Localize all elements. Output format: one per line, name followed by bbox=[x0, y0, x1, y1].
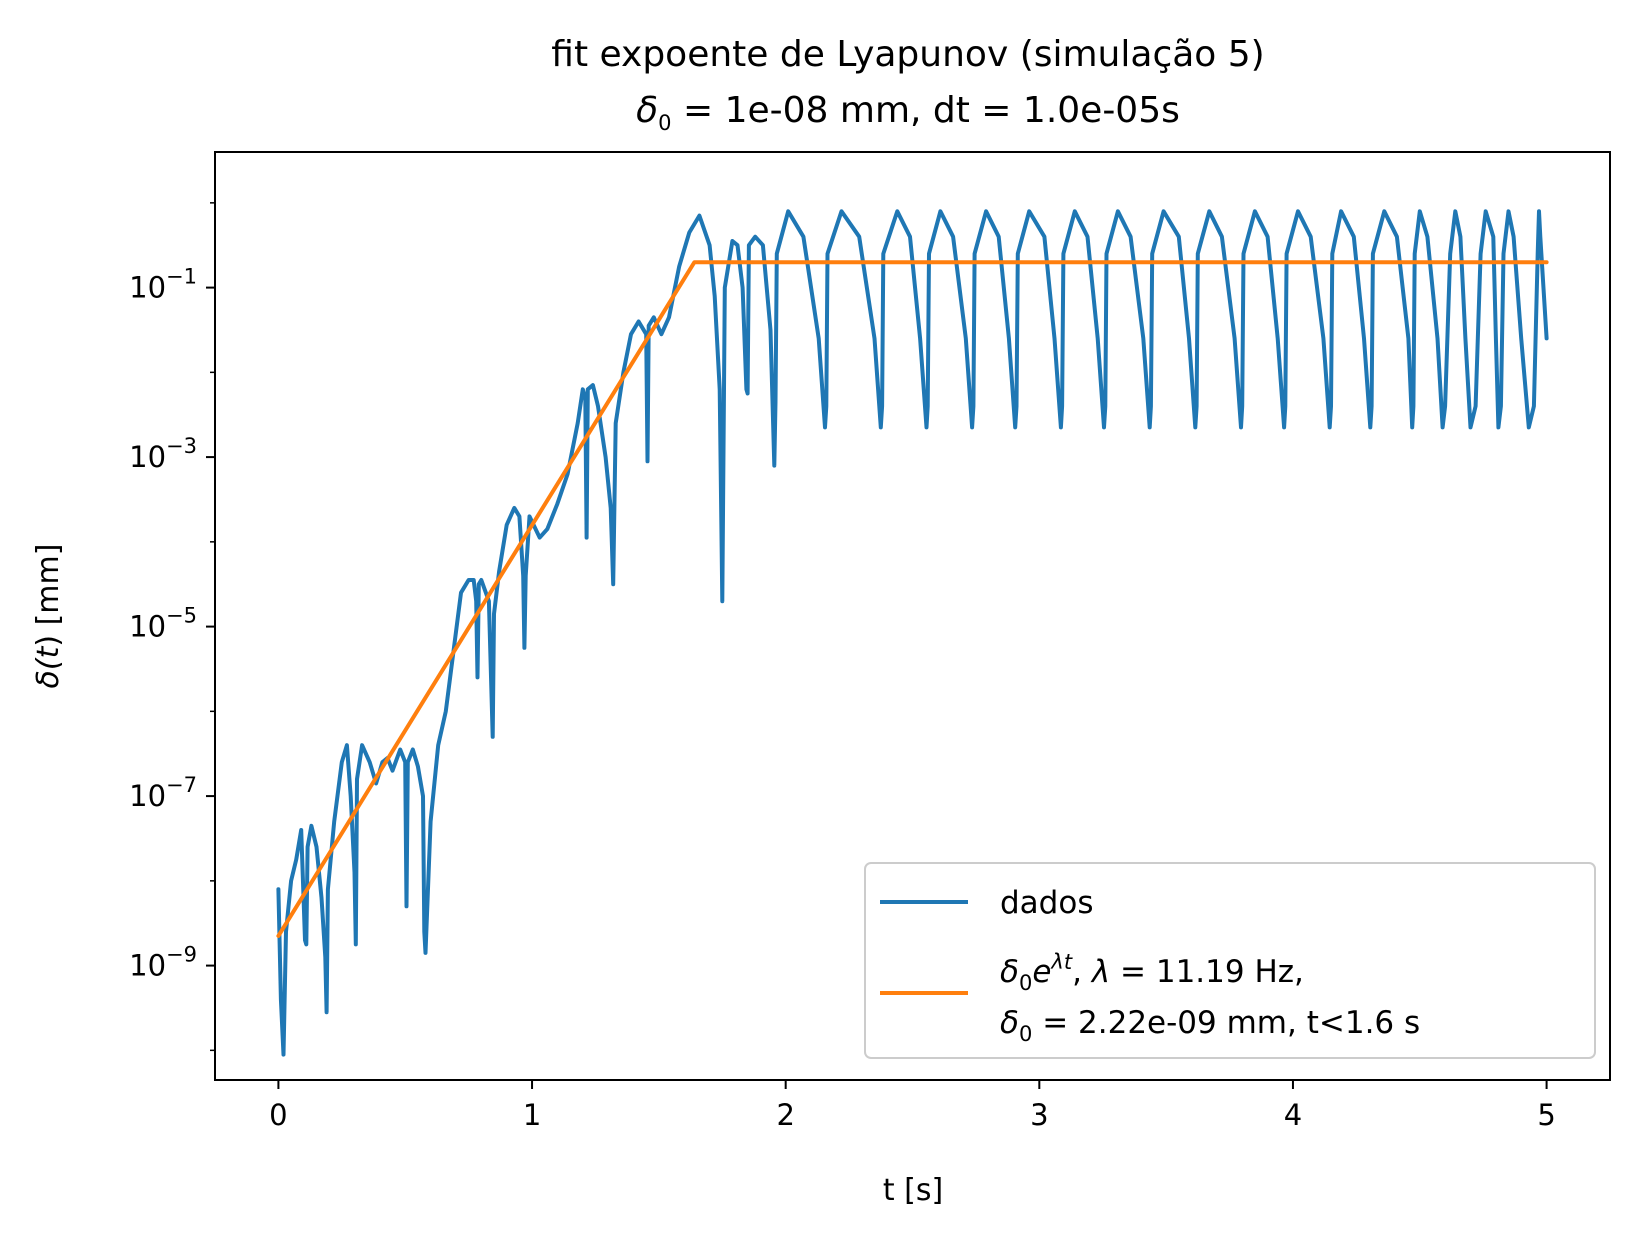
y-label-var: t bbox=[31, 645, 66, 658]
chart-title: fit expoente de Lyapunov (simulação 5) bbox=[551, 34, 1264, 75]
legend-box bbox=[864, 862, 1596, 1059]
y-tick-label: 10−9 bbox=[129, 943, 197, 983]
chart-subtitle: δ0 = 1e-08 mm, dt = 1.0e-05s bbox=[636, 90, 1180, 135]
x-axis: 0 1 2 3 4 5 bbox=[269, 1080, 1556, 1132]
legend: dados δ0eλt, λ = 11.19 Hz, δ0 = 2.22e-09… bbox=[864, 862, 1596, 1059]
legend-label-dados: dados bbox=[1000, 885, 1093, 921]
x-tick-label: 3 bbox=[1030, 1098, 1048, 1132]
subtitle-delta-sub: 0 bbox=[658, 111, 671, 135]
y-tick-label: 10−1 bbox=[129, 265, 197, 305]
plot-frame bbox=[214, 151, 1611, 1081]
y-tick-label: 10−7 bbox=[129, 773, 197, 813]
series-line-dados bbox=[276, 209, 1549, 1057]
y-axis-label: δ(t) [mm] bbox=[31, 544, 66, 689]
subtitle-delta: δ bbox=[636, 90, 658, 131]
legend-label-fit-line1: δ0eλt, λ = 11.19 Hz, bbox=[1000, 950, 1304, 995]
series-layer bbox=[276, 209, 1549, 1057]
legend-label-fit-line2: δ0 = 2.22e-09 mm, t<1.6 s bbox=[1000, 1005, 1420, 1046]
x-tick-label: 2 bbox=[776, 1098, 794, 1132]
x-axis-label: t [s] bbox=[883, 1173, 943, 1208]
x-tick-label: 5 bbox=[1537, 1098, 1555, 1132]
y-label-pre: δ( bbox=[31, 657, 66, 688]
series-line-fit bbox=[276, 260, 1549, 938]
subtitle-text: = 1e-08 mm, dt = 1.0e-05s bbox=[672, 90, 1180, 131]
y-axis: 10−9 10−7 10−5 10−3 10−1 bbox=[129, 202, 215, 1052]
x-tick-label: 1 bbox=[523, 1098, 541, 1132]
chart-title-block: fit expoente de Lyapunov (simulação 5) δ… bbox=[551, 34, 1264, 135]
x-tick-label: 0 bbox=[269, 1098, 287, 1132]
x-tick-label: 4 bbox=[1284, 1098, 1302, 1132]
y-tick-label: 10−3 bbox=[129, 434, 197, 474]
y-tick-label: 10−5 bbox=[129, 604, 197, 644]
y-label-post: ) [mm] bbox=[31, 544, 66, 647]
